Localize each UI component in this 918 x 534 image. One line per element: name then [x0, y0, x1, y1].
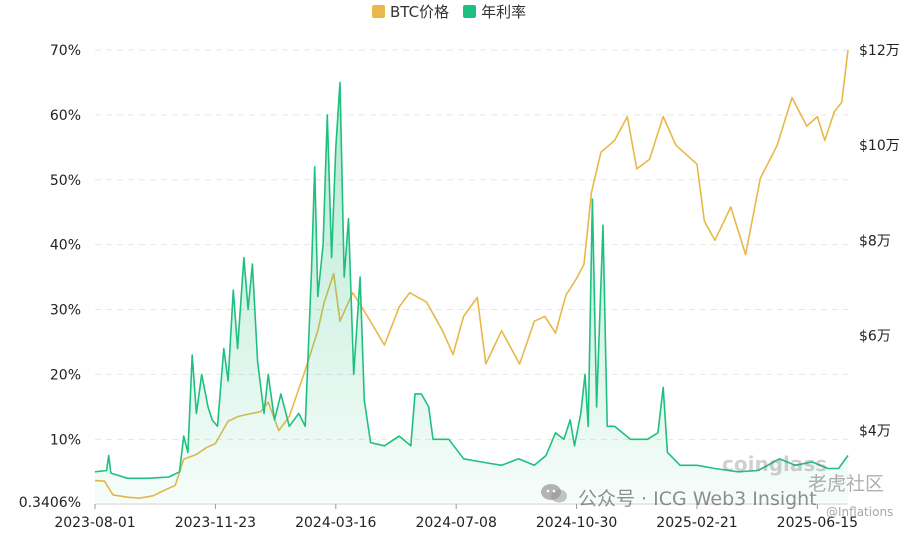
y-right-tick-label: $10万 — [859, 138, 900, 154]
x-tick-label: 2025-06-15 — [777, 515, 858, 531]
legend-item-rate[interactable]: 年利率 — [463, 1, 526, 22]
x-tick-label: 2023-11-23 — [175, 515, 256, 531]
x-tick-label: 2024-03-16 — [295, 515, 376, 531]
legend-swatch-btc — [372, 4, 385, 18]
x-axis: 2023-08-01 2023-11-23 2024-03-16 2024-07-08… — [54, 503, 858, 531]
watermark-coinglass: coinglass — [722, 452, 828, 476]
x-tick-label: 2023-08-01 — [54, 515, 135, 531]
legend-swatch-rate — [463, 4, 477, 18]
y-left-tick-label: 30% — [50, 303, 81, 319]
legend-item-btc[interactable]: BTC价格 — [372, 1, 449, 22]
x-tick-label: 2024-07-08 — [415, 515, 496, 531]
wechat-icon — [541, 484, 567, 503]
y-left-tick-label: 50% — [50, 173, 81, 189]
legend-label-rate: 年利率 — [481, 2, 527, 21]
series-line-1 — [94, 81, 849, 480]
y-left-tick-label: 40% — [50, 238, 81, 254]
watermark-handle: @Inflations — [826, 505, 894, 519]
y-left-tick-label: 10% — [50, 432, 81, 448]
series-area-1 — [95, 82, 848, 503]
y-right-tick-label: $6万 — [859, 328, 891, 344]
x-tick-label: 2025-02-21 — [656, 515, 737, 531]
y-left-tick-label: 70% — [50, 43, 81, 59]
y-axis-right: $4万 $6万 $8万 $10万 $12万 — [859, 43, 900, 440]
y-left-tick-label: 60% — [50, 108, 81, 124]
y-left-tick-label: 20% — [50, 367, 81, 383]
series-layer — [94, 49, 849, 503]
y-right-tick-label: $12万 — [859, 43, 900, 59]
chart-legend: BTC价格 年利率 — [372, 0, 526, 22]
y-axis-left: 0.3406% 10% 20% 30% 40% 50% 60% 70% — [19, 43, 81, 511]
legend-label-btc: BTC价格 — [390, 2, 450, 21]
grid-lines — [95, 49, 848, 440]
y-right-tick-label: $4万 — [859, 424, 891, 440]
y-right-tick-label: $8万 — [859, 233, 891, 249]
watermark-wechat: 公众号 · ICG Web3 Insight — [578, 488, 817, 510]
watermark-community: 老虎社区 — [808, 473, 885, 495]
x-tick-label: 2024-10-30 — [536, 515, 617, 531]
y-left-tick-label: 0.3406% — [19, 495, 81, 511]
